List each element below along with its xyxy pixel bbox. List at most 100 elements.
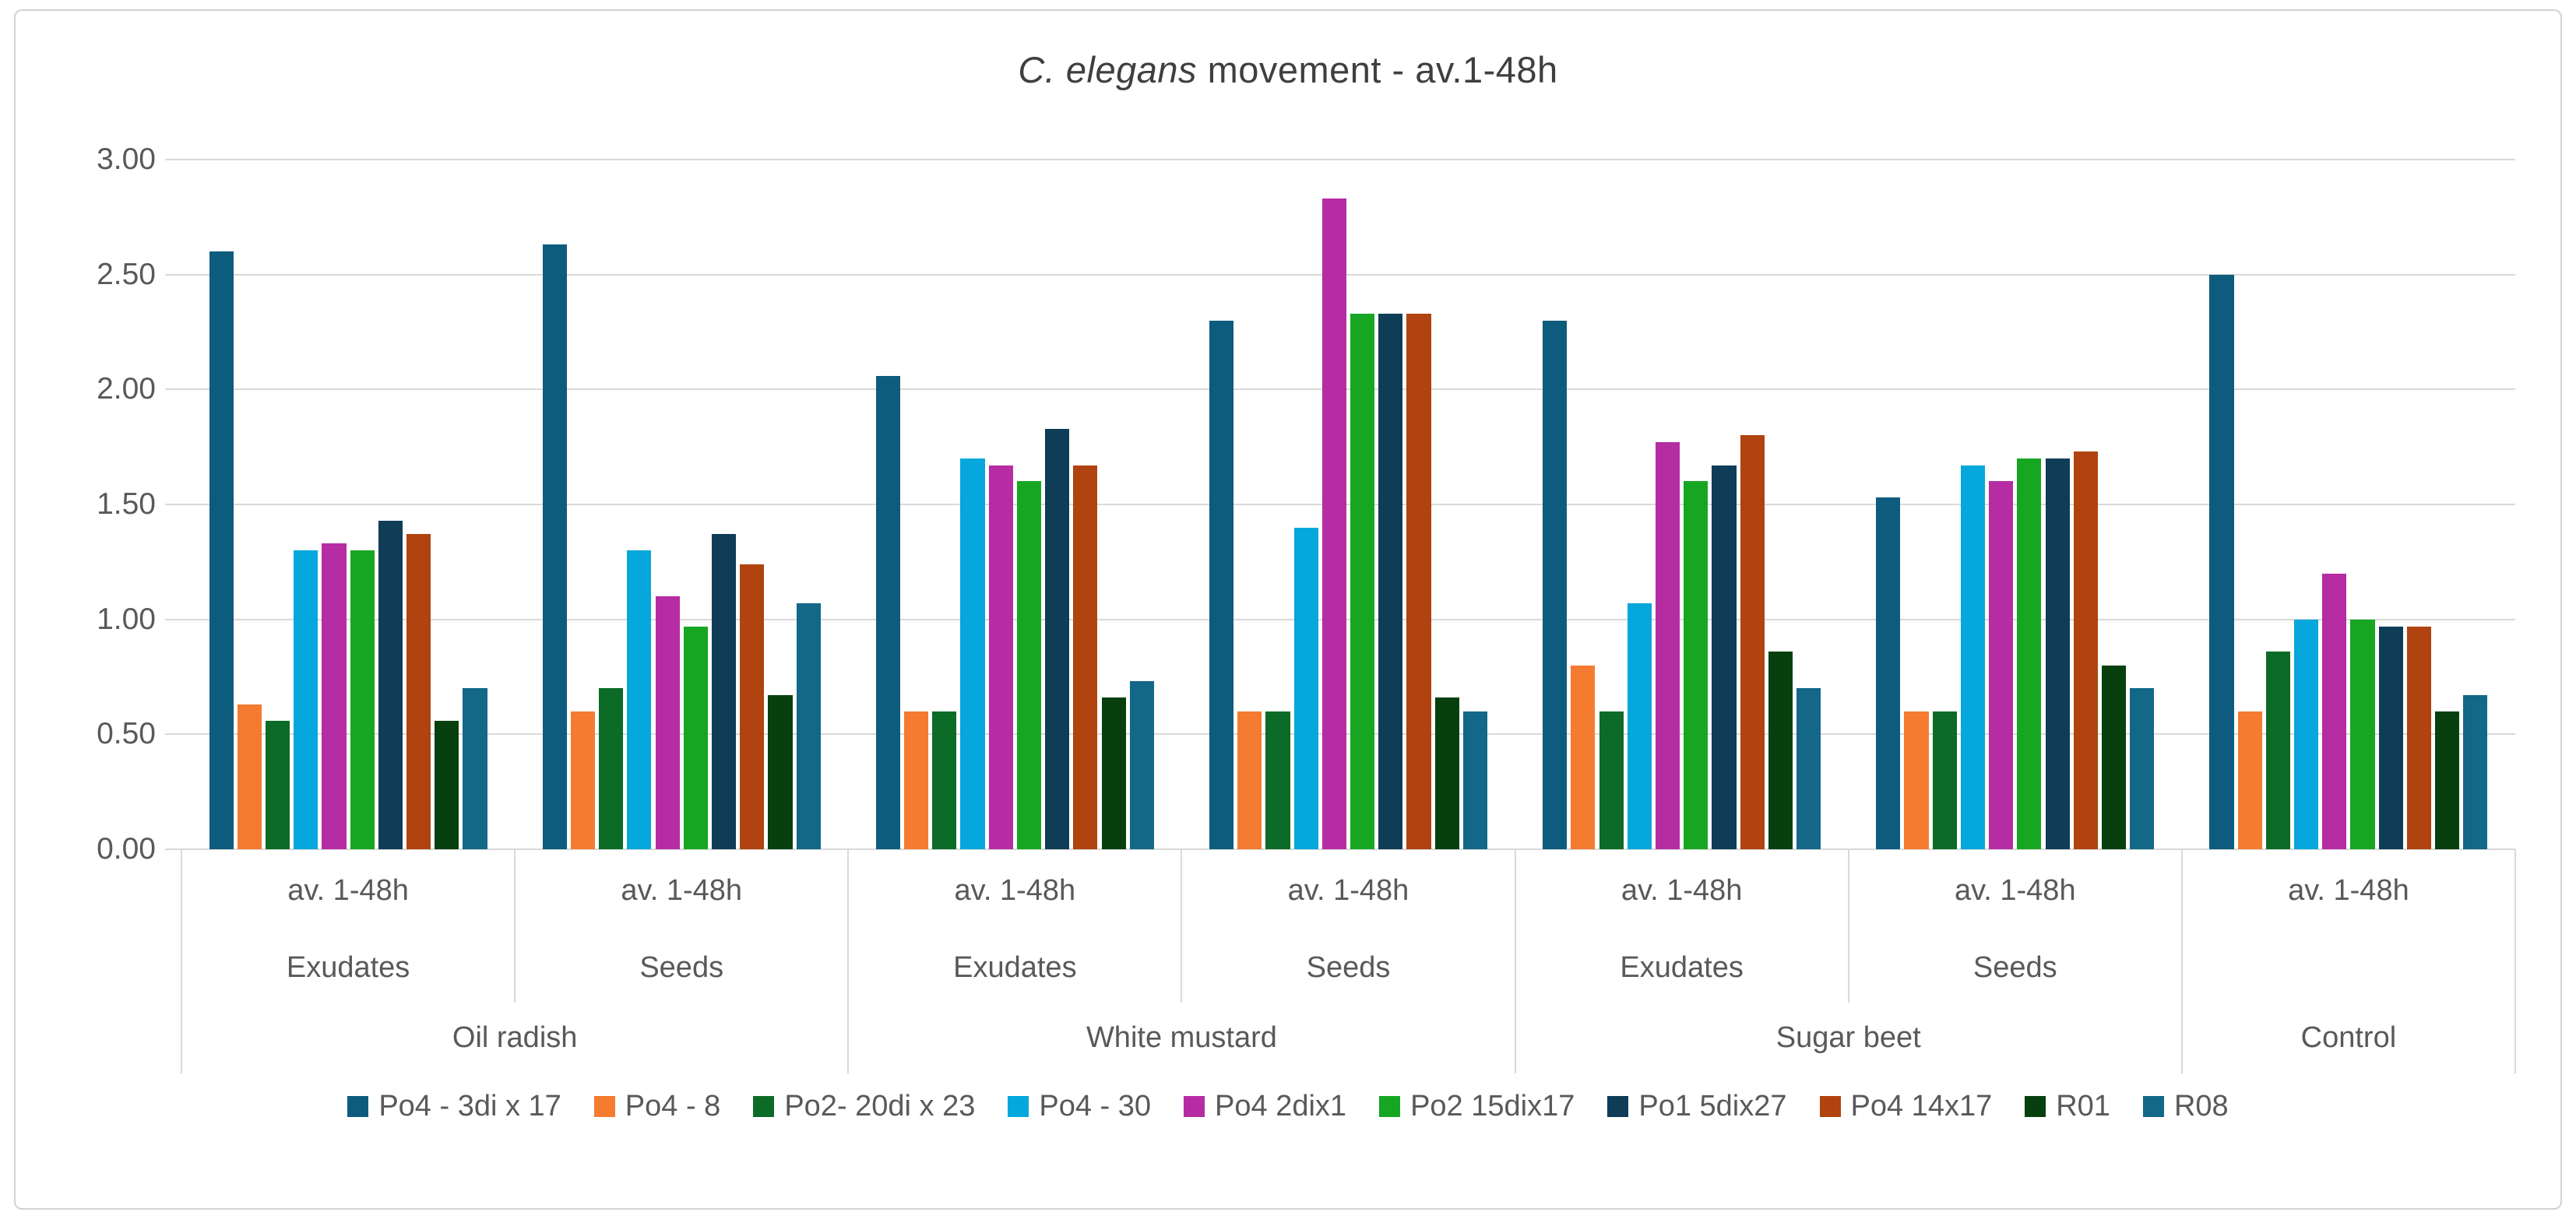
bar-po4---3di-x-17 [209, 251, 234, 849]
legend: Po4 - 3di x 17 Po4 - 8 Po2- 20di x 23 Po4 -… [0, 1090, 2576, 1123]
bar-po4---30 [1627, 602, 1652, 849]
bar-po2--20di-x-23 [1599, 711, 1624, 849]
axis-divider [1181, 849, 1183, 1003]
bar-po2--20di-x-23 [1265, 711, 1290, 849]
treatment-label: Exudates [1620, 950, 1744, 984]
bar-po4---8 [1237, 711, 1262, 849]
y-axis-tick [165, 848, 181, 850]
legend-label: Po4 - 30 [1039, 1090, 1152, 1122]
chart-title-species: C. elegans [1018, 49, 1198, 90]
bar-po2--20di-x-23 [932, 711, 957, 849]
bar-po1-5dix27 [1378, 313, 1403, 849]
legend-label: R08 [2173, 1090, 2229, 1122]
bar-po1-5dix27 [1712, 465, 1737, 849]
bar-r08 [1462, 711, 1488, 849]
gridline [181, 848, 2515, 850]
bar-po4-14x17 [1740, 435, 1765, 849]
bar-r01 [2435, 711, 2460, 849]
legend-item: Po4 - 8 [593, 1090, 721, 1123]
treatment-label: Seeds [1972, 950, 2057, 984]
crop-label: White mustard [1086, 1021, 1277, 1054]
legend-item: Po2- 20di x 23 [753, 1090, 975, 1123]
legend-item: Po4 2dix1 [1184, 1090, 1346, 1123]
bar-po1-5dix27 [1045, 428, 1070, 849]
y-axis-tick [165, 504, 181, 505]
axis-divider [1514, 849, 1516, 1073]
legend-item: Po4 - 30 [1008, 1090, 1151, 1123]
bar-po4---3di-x-17 [542, 244, 567, 849]
bar-po2--20di-x-23 [265, 720, 290, 849]
bar-po4---30 [2294, 619, 2319, 849]
legend-item: Po4 - 3di x 17 [347, 1090, 561, 1123]
y-axis-tick [165, 733, 181, 736]
legend-label: Po4 14x17 [1850, 1090, 1993, 1122]
bar-po4-2dix1 [1655, 442, 1680, 849]
bar-po4-2dix1 [1989, 481, 2014, 849]
treatment-label: Seeds [639, 950, 724, 984]
legend-label: Po4 - 8 [625, 1090, 721, 1122]
x-tick-label: av. 1-48h [2288, 874, 2409, 907]
bar-po4---8 [2237, 711, 2262, 849]
legend-swatch-icon [2142, 1096, 2164, 1117]
legend-item: Po1 5dix27 [1607, 1090, 1787, 1123]
bar-po4---8 [570, 711, 596, 849]
y-axis-tick [165, 273, 181, 276]
bar-r01 [1768, 652, 1793, 849]
y-axis-label: 3.00 [97, 142, 156, 176]
x-tick-label: av. 1-48h [1954, 874, 2076, 907]
bar-po4-14x17 [1406, 313, 1431, 849]
bar-po4---3di-x-17 [2209, 274, 2234, 849]
bar-po4-14x17 [406, 534, 431, 849]
bar-po4---30 [1293, 527, 1318, 849]
bar-r08 [2130, 688, 2155, 849]
bar-po2--20di-x-23 [599, 688, 624, 849]
gridline [181, 159, 2515, 160]
legend-item: Po4 14x17 [1819, 1090, 1993, 1123]
gridline [181, 618, 2515, 620]
chart-frame [14, 9, 2562, 1210]
bar-po2-15dix17 [683, 626, 708, 849]
gridline [181, 273, 2515, 276]
bar-po4-14x17 [740, 564, 765, 849]
legend-swatch-icon [1819, 1096, 1841, 1117]
bar-po2-15dix17 [350, 550, 375, 849]
treatment-label: Exudates [953, 950, 1077, 984]
crop-label: Sugar beet [1775, 1021, 1921, 1054]
bar-po1-5dix27 [378, 520, 403, 849]
bar-po2-15dix17 [1016, 481, 1042, 849]
bar-r08 [1797, 688, 1821, 849]
bar-po4---30 [1960, 465, 1986, 849]
bar-po4---30 [960, 458, 985, 849]
bar-r01 [768, 695, 793, 849]
bar-po2-15dix17 [2350, 619, 2375, 849]
bar-r08 [2463, 695, 2488, 849]
legend-swatch-icon [753, 1096, 775, 1117]
legend-item: R08 [2142, 1090, 2229, 1123]
bar-po2-15dix17 [1350, 313, 1375, 849]
bar-po4---3di-x-17 [1209, 320, 1234, 849]
bar-po4-2dix1 [655, 596, 680, 849]
treatment-label: Seeds [1306, 950, 1391, 984]
legend-label: Po1 5dix27 [1638, 1090, 1787, 1122]
bar-po4---8 [1904, 711, 1929, 849]
x-tick-label: av. 1-48h [954, 874, 1076, 907]
gridline [181, 504, 2515, 505]
axis-divider [2180, 849, 2183, 1073]
bar-po2--20di-x-23 [2265, 652, 2290, 849]
legend-label: R01 [2056, 1090, 2110, 1122]
bar-po4-2dix1 [1321, 198, 1346, 849]
axis-divider [181, 849, 182, 1073]
bar-po4---8 [904, 711, 929, 849]
bar-r08 [463, 688, 487, 849]
y-axis-label: 1.00 [97, 602, 156, 636]
y-axis-label: 0.50 [97, 717, 156, 751]
y-axis-tick [165, 388, 181, 391]
y-axis-label: 2.00 [97, 372, 156, 406]
chart-title-text: movement - av.1-48h [1197, 49, 1558, 90]
bar-po2-15dix17 [1684, 481, 1709, 849]
bar-r08 [1129, 681, 1154, 849]
x-tick-label: av. 1-48h [1287, 874, 1409, 907]
axis-divider [2514, 849, 2516, 1073]
legend-swatch-icon [2025, 1096, 2046, 1117]
legend-label: Po2- 20di x 23 [784, 1090, 976, 1122]
